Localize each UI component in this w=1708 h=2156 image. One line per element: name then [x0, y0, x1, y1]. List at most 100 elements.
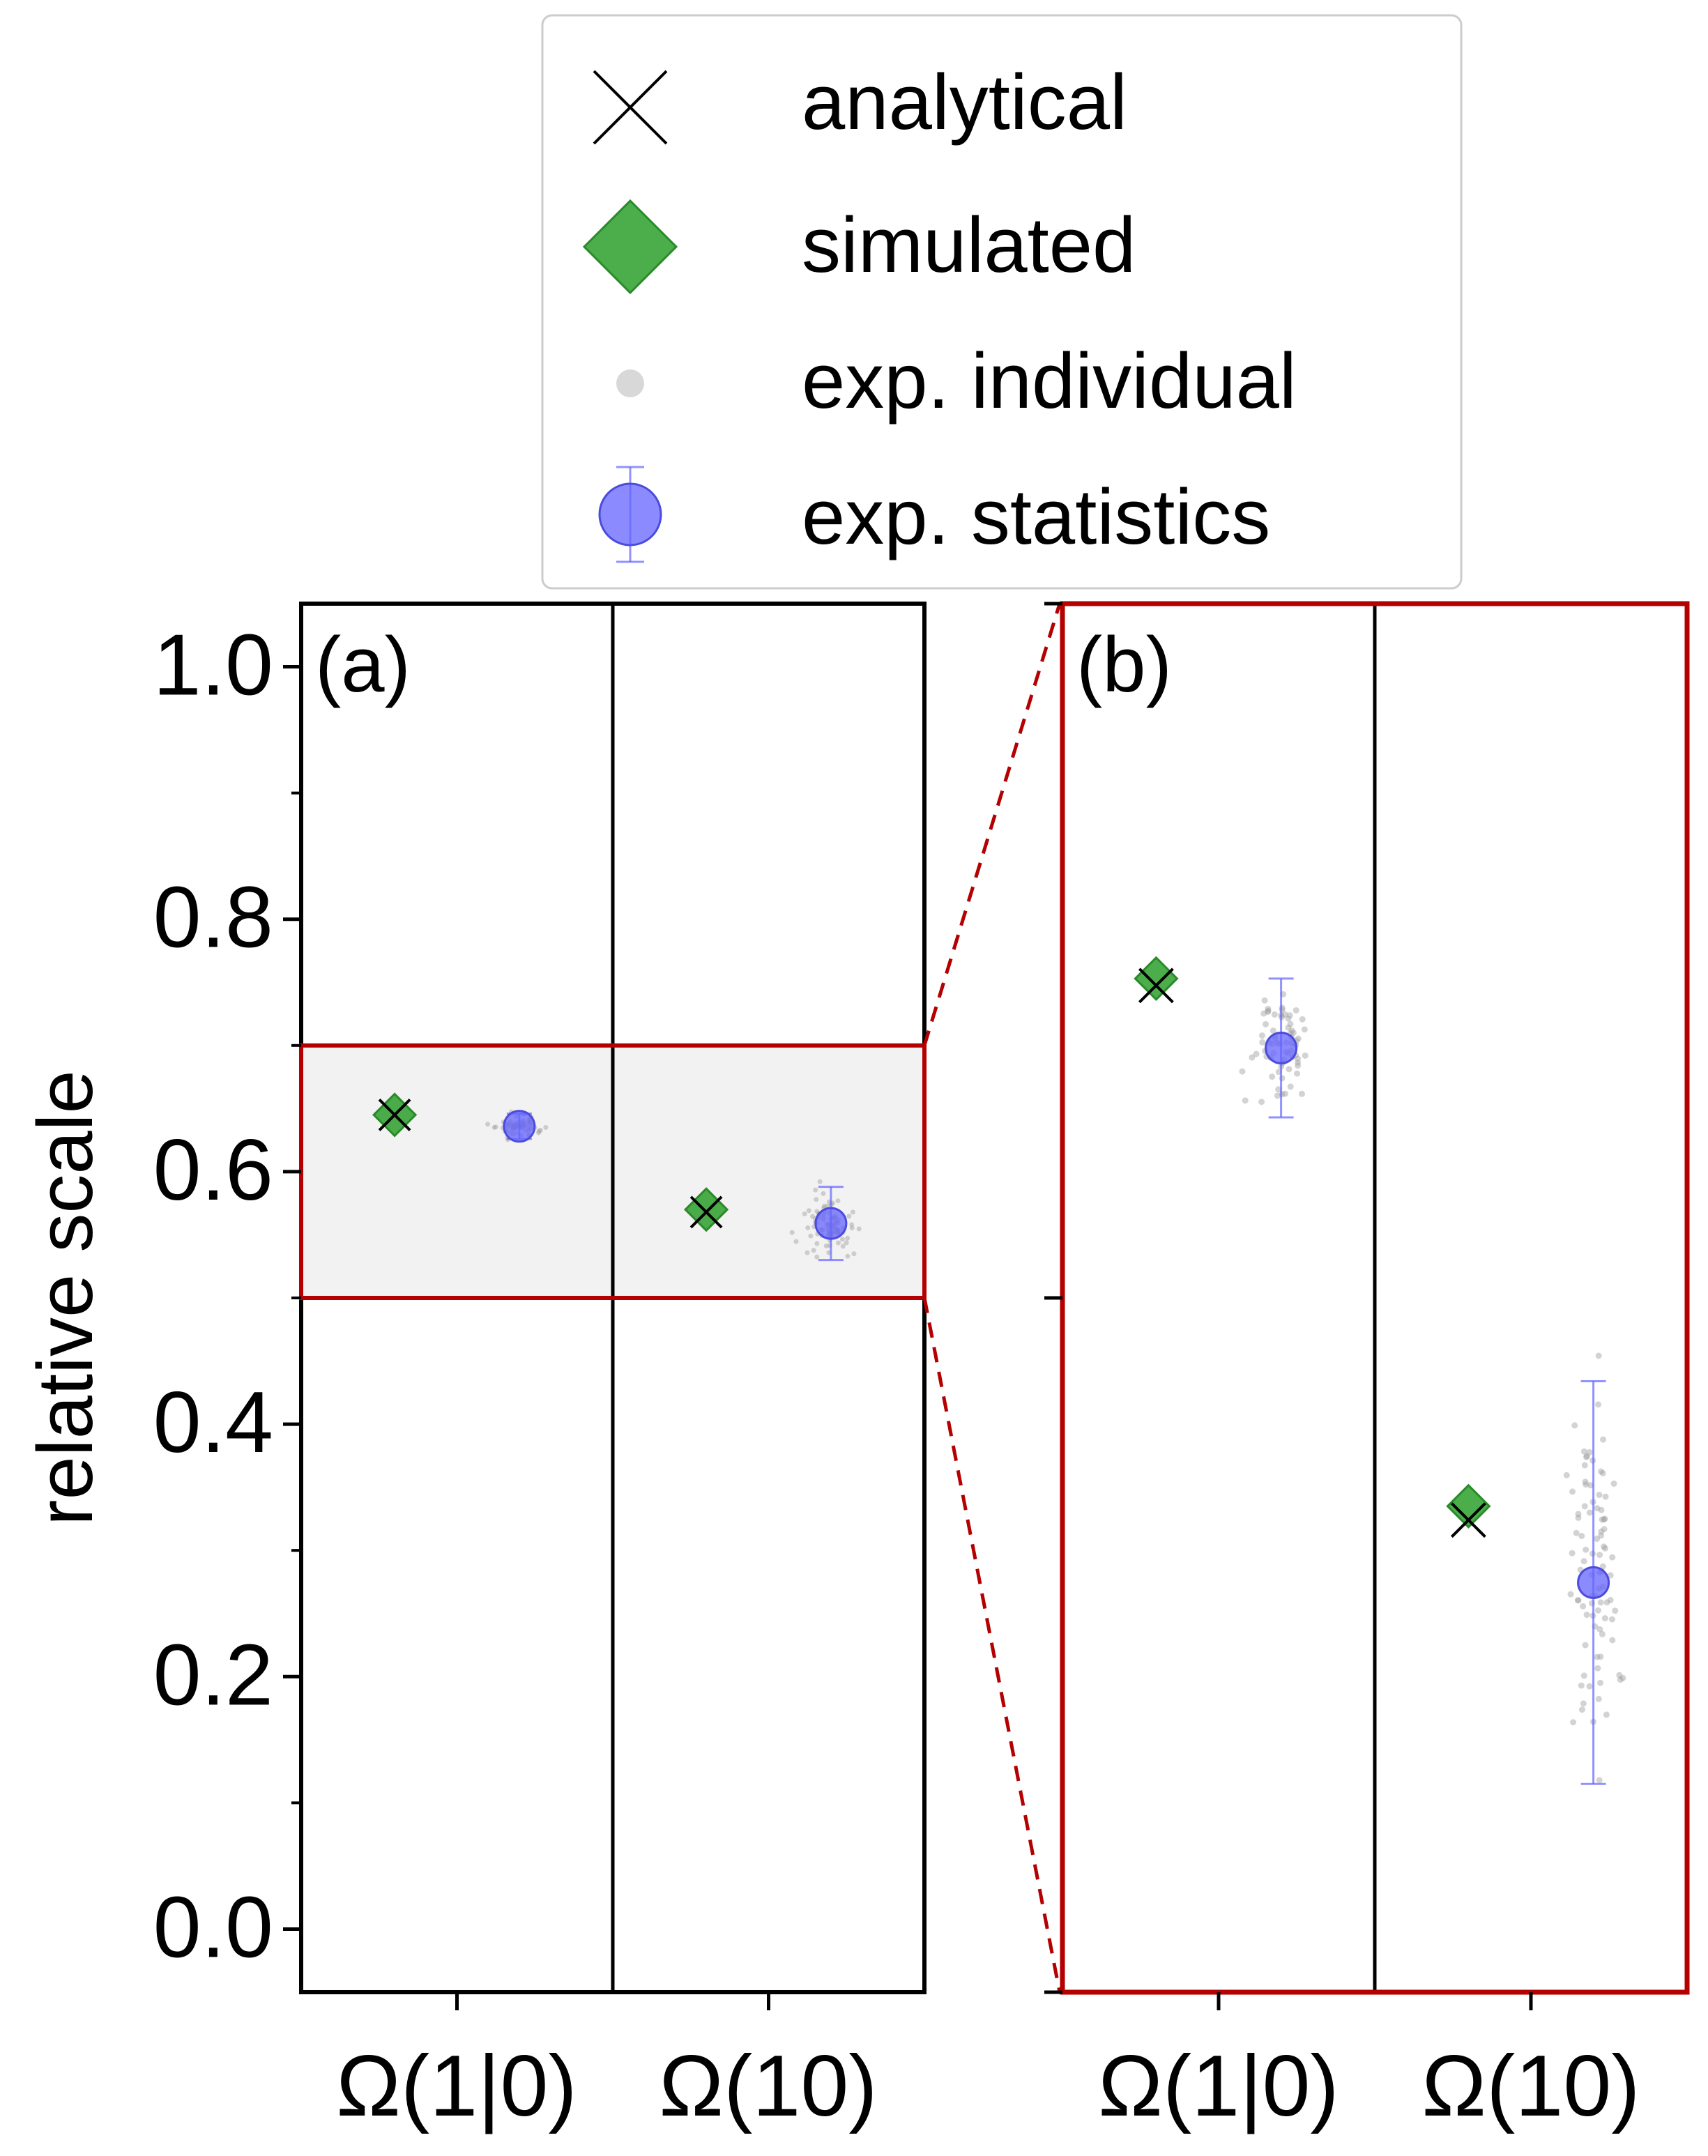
statistics-point	[1265, 1031, 1298, 1064]
individual-point	[839, 1237, 845, 1242]
individual-point	[1596, 1626, 1603, 1633]
x-tick-label-b-1: Ω(10)	[1421, 2038, 1640, 2134]
individual-point	[808, 1233, 814, 1239]
individual-point	[845, 1235, 851, 1241]
individual-point	[811, 1248, 816, 1253]
y-tick-label: 0.2	[153, 1627, 273, 1723]
individual-point	[810, 1214, 816, 1219]
y-tick-label: 1.0	[153, 618, 273, 714]
individual-point	[825, 1203, 830, 1209]
simulated-point	[683, 1187, 729, 1232]
simulated-point	[1134, 956, 1179, 1001]
individual-point	[1583, 1453, 1590, 1460]
individual-point	[850, 1209, 855, 1215]
individual-point	[1295, 1059, 1302, 1066]
individual-point	[1286, 1066, 1293, 1073]
individual-point	[817, 1179, 823, 1184]
legend-frame	[541, 14, 1463, 590]
individual-point	[1597, 1653, 1604, 1660]
x-tick-label-b-0: Ω(1|0)	[1098, 2038, 1339, 2134]
individual-point	[1580, 1448, 1587, 1455]
individual-point	[1603, 1711, 1610, 1718]
y-tick-label: 0.0	[153, 1879, 273, 1975]
individual-point	[1569, 1488, 1576, 1495]
individual-point	[1578, 1706, 1585, 1713]
panel-b-label: (b)	[1076, 621, 1172, 708]
individual-point	[793, 1239, 799, 1244]
individual-point	[536, 1130, 542, 1136]
individual-point	[1609, 1637, 1616, 1644]
legend-label-analytical: analytical	[802, 59, 1127, 146]
individual-point	[1597, 1679, 1604, 1686]
individual-point	[1261, 997, 1268, 1004]
individual-point	[1598, 1532, 1605, 1539]
individual-point	[1575, 1597, 1582, 1604]
individual-point	[1598, 1506, 1605, 1513]
individual-point	[1258, 1032, 1265, 1039]
individual-point	[1271, 1011, 1278, 1018]
individual-point	[1578, 1533, 1585, 1540]
individual-point	[806, 1208, 811, 1214]
individual-point	[1580, 1558, 1587, 1565]
individual-point	[1619, 1674, 1626, 1681]
individual-point	[1259, 1039, 1266, 1046]
x-tick-label-a-1: Ω(10)	[659, 2038, 877, 2134]
individual-point	[1616, 1672, 1623, 1679]
individual-point	[1290, 1030, 1297, 1037]
panel-b-marks	[1134, 956, 1626, 1785]
individual-point	[1583, 1546, 1589, 1553]
analytical-point	[1450, 1502, 1486, 1538]
individual-point	[1603, 1599, 1610, 1606]
zoom-connector-bottom	[922, 1297, 1062, 1993]
individual-point	[1274, 1092, 1281, 1099]
statistics-point	[503, 1110, 536, 1143]
individual-point	[1583, 1453, 1590, 1460]
individual-point	[1295, 1062, 1302, 1069]
individual-point	[1600, 1436, 1607, 1443]
individual-point	[821, 1203, 827, 1209]
individual-point	[1285, 1015, 1292, 1022]
panel-a: 0.0 0.2 0.4 0.6 0.8 1.0 (a) relative scale Ω(…	[22, 602, 927, 2134]
zoom-connectors	[922, 603, 1062, 1993]
individual-point	[1253, 1050, 1260, 1057]
individual-point	[814, 1254, 820, 1260]
individual-point	[1239, 1068, 1246, 1075]
individual-point	[1608, 1616, 1615, 1623]
legend-label-simulated: simulated	[802, 201, 1136, 289]
individual-point	[1569, 1550, 1576, 1557]
individual-point	[1580, 1672, 1587, 1679]
individual-point	[1293, 1007, 1299, 1014]
individual-point	[543, 1124, 549, 1130]
individual-point	[1601, 1516, 1608, 1523]
individual-point	[1583, 1612, 1590, 1619]
individual-point	[491, 1124, 497, 1130]
individual-point	[1299, 1016, 1306, 1023]
individual-point	[1597, 1468, 1604, 1475]
individual-point	[1597, 1599, 1604, 1606]
individual-point	[1563, 1471, 1570, 1478]
individual-point	[814, 1241, 820, 1246]
legend-label-statistics: exp. statistics	[802, 473, 1270, 560]
legend-simulated-icon	[582, 199, 678, 295]
analytical-point	[1138, 968, 1174, 1004]
legend-label-individual: exp. individual	[802, 337, 1297, 425]
individual-point	[1285, 1024, 1292, 1031]
individual-point	[1601, 1545, 1608, 1552]
individual-point	[1582, 1642, 1589, 1649]
individual-point	[1269, 1073, 1276, 1080]
individual-point	[1601, 1615, 1608, 1622]
y-axis-ticks: 0.0 0.2 0.4 0.6 0.8 1.0	[153, 618, 301, 1975]
y-tick-label: 0.6	[153, 1122, 273, 1218]
individual-point	[1599, 1630, 1606, 1637]
individual-point	[835, 1198, 841, 1204]
individual-point	[1617, 1676, 1624, 1683]
individual-point	[536, 1129, 542, 1134]
individual-point	[1581, 1503, 1588, 1510]
individual-point	[1594, 1653, 1601, 1660]
individual-point	[1595, 1352, 1602, 1359]
individual-point	[1281, 1011, 1288, 1018]
individual-point	[1249, 1054, 1256, 1061]
individual-point	[844, 1240, 849, 1246]
x-tick-label-a-0: Ω(1|0)	[336, 2038, 577, 2134]
individual-point	[1612, 1607, 1619, 1614]
